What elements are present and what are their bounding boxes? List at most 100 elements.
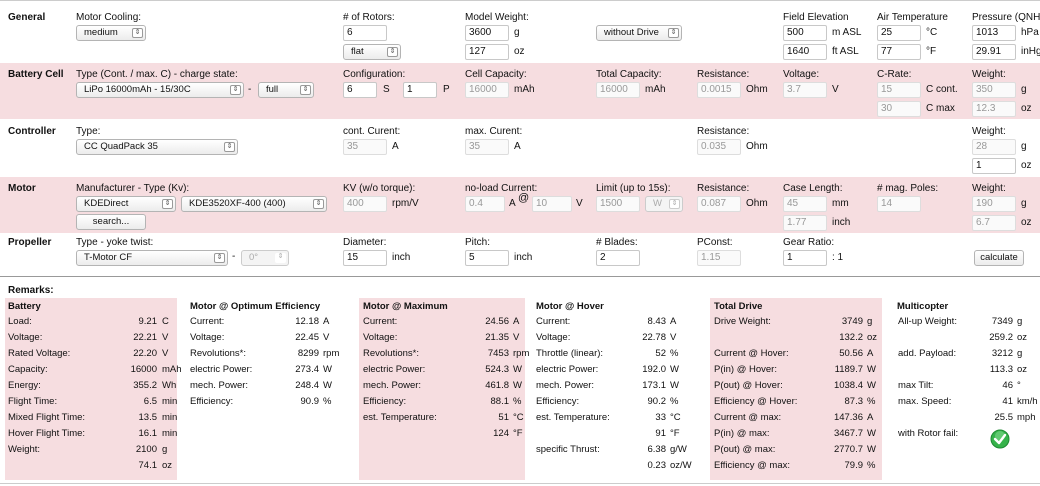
motor-cooling-select[interactable]: medium ⇕ [76, 25, 146, 41]
controller-section: Controller Type: CC QuadPack 35 ⇕ cont. C… [0, 120, 1040, 176]
optimum-label: Revolutions*: [190, 348, 246, 359]
rotors-input[interactable]: 6 [343, 25, 387, 41]
battery-weight-oz-input[interactable]: 12.3 [972, 101, 1016, 117]
optimum-label: Efficiency: [190, 396, 234, 407]
field-elevation-ft-input[interactable]: 1640 [783, 44, 827, 60]
power-limit-input[interactable]: 1500 [596, 196, 640, 212]
controller-type-label: Type: [76, 126, 101, 137]
power-limit-unit-select[interactable]: W ⇕ [645, 196, 683, 212]
controller-resistance-input[interactable]: 0.035 [697, 139, 741, 155]
battery-unit: V [162, 332, 169, 343]
battery-resistance-unit: Ohm [746, 84, 768, 95]
propeller-type-value: T-Motor CF [84, 252, 133, 263]
yoke-twist-select[interactable]: 0° ⇕ [241, 250, 289, 266]
battery-unit: V [162, 348, 169, 359]
controller-weight-oz-input[interactable]: 1 [972, 158, 1016, 174]
controller-weight-label: Weight: [972, 126, 1006, 137]
at-symbol: @ [518, 192, 530, 204]
field-elevation-m-input[interactable]: 500 [783, 25, 827, 41]
blades-label: # Blades: [596, 237, 638, 248]
optimum-unit: rpm [323, 348, 340, 359]
controller-weight-oz-unit: oz [1021, 160, 1032, 171]
hover-label: specific Thrust: [536, 444, 600, 455]
gear-ratio-label: Gear Ratio: [783, 237, 835, 248]
case-length-label: Case Length: [783, 183, 843, 194]
motor-resistance-input[interactable]: 0.087 [697, 196, 741, 212]
battery-unit: Wh [162, 380, 177, 391]
battery-resistance-input[interactable]: 0.0015 [697, 82, 741, 98]
pconst-input[interactable]: 1.15 [697, 250, 741, 266]
config-s-input[interactable]: 6 [343, 82, 377, 98]
controller-title: Controller [8, 126, 56, 137]
motor-type-select[interactable]: KDE3520XF-400 (400) ⇕ [181, 196, 327, 212]
maximum-unit: W [513, 364, 522, 375]
controller-type-select[interactable]: CC QuadPack 35 ⇕ [76, 139, 238, 155]
model-weight-oz-input[interactable]: 127 [465, 44, 509, 60]
cont-current-input[interactable]: 35 [343, 139, 387, 155]
model-weight-g-input[interactable]: 3600 [465, 25, 509, 41]
battery-label: Weight: [8, 444, 41, 455]
battery-unit: mAh [162, 364, 182, 375]
air-temp-c-input[interactable]: 25 [877, 25, 921, 41]
hover-unit: % [670, 396, 679, 407]
motor-manufacturer-select[interactable]: KDEDirect ⇕ [76, 196, 176, 212]
propeller-type-select[interactable]: T-Motor CF ⇕ [76, 250, 228, 266]
pressure-hpa-input[interactable]: 1013 [972, 25, 1016, 41]
mag-poles-input[interactable]: 14 [877, 196, 921, 212]
hover-unit: g/W [670, 444, 687, 455]
battery-results-title: Battery [8, 301, 41, 312]
controller-weight-g-input[interactable]: 28 [972, 139, 1016, 155]
drive-value: 1189.7 [834, 364, 863, 375]
case-length-inch-input[interactable]: 1.77 [783, 215, 827, 231]
motor-search-button[interactable]: search... [76, 214, 146, 230]
frame-select[interactable]: flat ⇕ [343, 44, 401, 60]
noload-current-input[interactable]: 0.4 [465, 196, 505, 212]
noload-voltage-input[interactable]: 10 [532, 196, 572, 212]
motor-weight-g-input[interactable]: 190 [972, 196, 1016, 212]
gear-ratio-input[interactable]: 1 [783, 250, 827, 266]
power-limit-unit: W [653, 198, 662, 209]
battery-value: 74.1 [138, 460, 158, 471]
chevron-updown-icon: ⇕ [387, 47, 398, 57]
hover-unit: % [670, 348, 679, 359]
drive-value: 3749 [841, 316, 863, 327]
battery-value: 13.5 [138, 412, 158, 423]
drive-select[interactable]: without Drive ⇕ [596, 25, 682, 41]
maximum-label: est. Temperature: [363, 412, 437, 423]
hover-value: 91 [655, 428, 666, 439]
charge-state-value: full [266, 84, 279, 95]
c-rate-max-input[interactable]: 30 [877, 101, 921, 117]
motor-weight-oz-input[interactable]: 6.7 [972, 215, 1016, 231]
c-rate-label: C-Rate: [877, 69, 912, 80]
pressure-inhg-input[interactable]: 29.91 [972, 44, 1016, 60]
pitch-input[interactable]: 5 [465, 250, 509, 266]
max-current-unit: A [514, 141, 521, 152]
battery-type-select[interactable]: LiPo 16000mAh - 15/30C ⇕ [76, 82, 244, 98]
cell-capacity-input[interactable]: 16000 [465, 82, 509, 98]
c-rate-cont-input[interactable]: 15 [877, 82, 921, 98]
config-p-input[interactable]: 1 [403, 82, 437, 98]
config-p-unit: P [443, 84, 450, 95]
drive-label: P(out) @ max: [714, 444, 776, 455]
hover-value: 90.2 [647, 396, 667, 407]
controller-resistance-unit: Ohm [746, 141, 768, 152]
air-temp-f-input[interactable]: 77 [877, 44, 921, 60]
charge-state-select[interactable]: full ⇕ [258, 82, 314, 98]
chevron-updown-icon: ⇕ [132, 28, 143, 38]
motor-weight-oz-unit: oz [1021, 217, 1032, 228]
case-length-mm-input[interactable]: 45 [783, 196, 827, 212]
pconst-label: PConst: [697, 237, 733, 248]
max-current-input[interactable]: 35 [465, 139, 509, 155]
battery-weight-g-input[interactable]: 350 [972, 82, 1016, 98]
battery-unit: C [162, 316, 169, 327]
battery-voltage-input[interactable]: 3.7 [783, 82, 827, 98]
maximum-label: mech. Power: [363, 380, 422, 391]
maximum-label: Voltage: [363, 332, 398, 343]
calculate-button[interactable]: calculate [974, 250, 1024, 266]
battery-unit: g [162, 444, 168, 455]
multicopter-label: All-up Weight: [898, 316, 957, 327]
optimum-unit: % [323, 396, 332, 407]
blades-input[interactable]: 2 [596, 250, 640, 266]
kv-input[interactable]: 400 [343, 196, 387, 212]
diameter-input[interactable]: 15 [343, 250, 387, 266]
